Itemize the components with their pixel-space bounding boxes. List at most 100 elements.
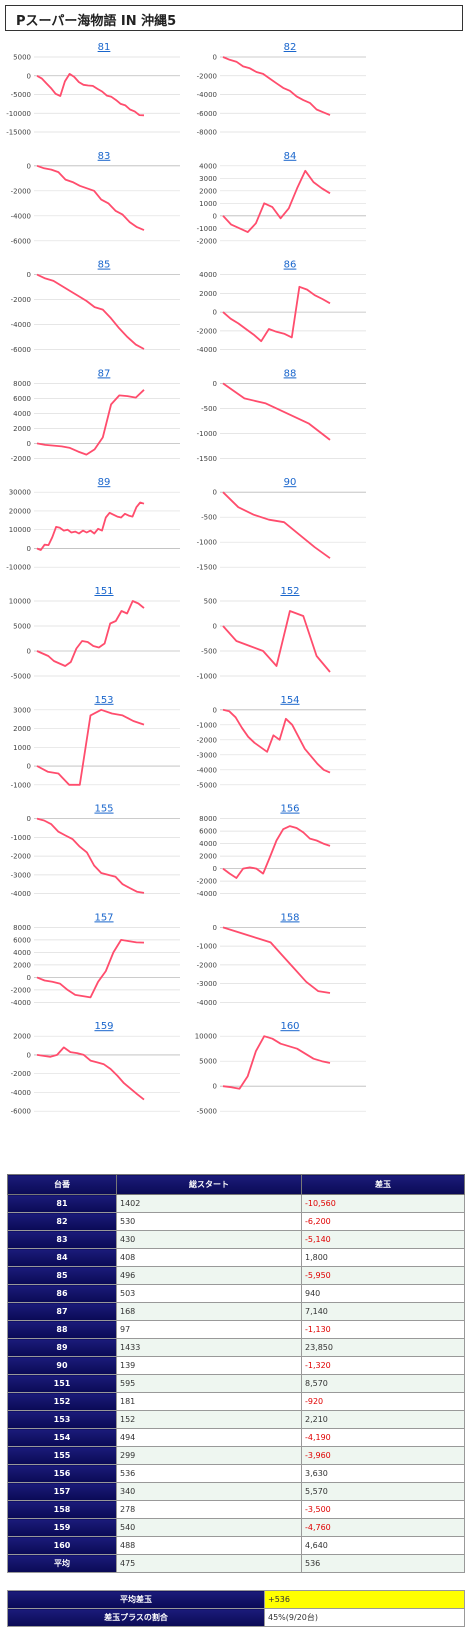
chart-title[interactable]: 88 bbox=[284, 368, 297, 379]
y-tick-label: 10000 bbox=[9, 526, 31, 534]
chart-title[interactable]: 158 bbox=[280, 912, 299, 923]
y-tick-label: 0 bbox=[213, 706, 217, 714]
y-tick-label: -3000 bbox=[197, 751, 217, 759]
y-tick-label: -5000 bbox=[197, 1108, 217, 1116]
cell-difference: 536 bbox=[300, 1554, 466, 1573]
chart-152: 152 500 0 -500 -1000 bbox=[197, 586, 366, 681]
y-tick-label: -3000 bbox=[197, 980, 217, 988]
y-tick-label: -5000 bbox=[197, 781, 217, 789]
y-tick-label: -4000 bbox=[197, 999, 217, 1007]
series-line bbox=[36, 273, 145, 350]
cell-machine-number: 154 bbox=[7, 1428, 117, 1447]
chart-title[interactable]: 151 bbox=[94, 586, 113, 597]
y-tick-label: 5000 bbox=[13, 54, 31, 62]
chart-title[interactable]: 154 bbox=[280, 695, 299, 706]
y-tick-label: 0 bbox=[213, 924, 217, 932]
cell-difference: -4,760 bbox=[300, 1518, 466, 1537]
chart-157: 157 8000 6000 4000 2000 0 -2000 -4000 bbox=[11, 912, 180, 1007]
series-line bbox=[222, 610, 331, 673]
chart-title[interactable]: 84 bbox=[284, 151, 297, 162]
chart-title[interactable]: 85 bbox=[98, 260, 111, 271]
chart-title[interactable]: 157 bbox=[94, 912, 113, 923]
y-tick-label: -2000 bbox=[11, 853, 31, 861]
cell-difference: 23,850 bbox=[300, 1338, 466, 1357]
chart-title[interactable]: 159 bbox=[94, 1021, 113, 1032]
avg-diff-value: +536 bbox=[264, 1590, 465, 1609]
table-row: 155 299 -3,960 bbox=[7, 1446, 466, 1465]
chart-84: 84 4000 3000 2000 1000 0 -1000 -2000 bbox=[197, 151, 366, 245]
y-tick-label: -10000 bbox=[6, 110, 31, 118]
y-tick-label: -500 bbox=[201, 648, 217, 656]
y-tick-label: -1000 bbox=[197, 225, 217, 233]
cell-difference: -6,200 bbox=[300, 1212, 466, 1231]
y-tick-label: 0 bbox=[213, 489, 217, 497]
chart-156: 156 8000 6000 4000 2000 0 -2000 -4000 bbox=[197, 804, 366, 898]
table-row: 154 494 -4,190 bbox=[7, 1428, 466, 1447]
series-line bbox=[36, 1046, 145, 1101]
cell-total-start: 168 bbox=[116, 1302, 302, 1321]
chart-title[interactable]: 90 bbox=[284, 477, 297, 488]
table-row: 157 340 5,570 bbox=[7, 1482, 466, 1501]
y-tick-label: 0 bbox=[213, 212, 217, 220]
chart-title[interactable]: 156 bbox=[280, 804, 299, 815]
plus-ratio-label: 差玉プラスの割合 bbox=[7, 1608, 265, 1627]
table-row: 平均 475 536 bbox=[7, 1554, 466, 1573]
y-tick-label: 8000 bbox=[13, 380, 31, 388]
chart-title[interactable]: 87 bbox=[98, 368, 111, 379]
cell-difference: -1,130 bbox=[300, 1320, 466, 1339]
cell-machine-number: 83 bbox=[7, 1230, 117, 1249]
y-tick-label: 0 bbox=[27, 763, 31, 771]
cell-machine-number: 89 bbox=[7, 1338, 117, 1357]
table-row: 84 408 1,800 bbox=[7, 1248, 466, 1267]
chart-85: 85 0 -2000 -4000 -6000 bbox=[11, 260, 180, 354]
y-tick-label: -1000 bbox=[197, 673, 217, 681]
y-tick-label: -4000 bbox=[11, 212, 31, 220]
y-tick-label: 5000 bbox=[199, 1058, 217, 1066]
y-tick-label: 3000 bbox=[13, 706, 31, 714]
cell-total-start: 488 bbox=[116, 1536, 302, 1555]
summary-row-plus-ratio: 差玉プラスの割合 45%(9/20台) bbox=[7, 1608, 465, 1627]
cell-difference: -1,320 bbox=[300, 1356, 466, 1375]
header-machine-number: 台番 bbox=[7, 1174, 117, 1195]
chart-81: 81 5000 0 -5000 -10000 -15000 bbox=[6, 42, 180, 137]
chart-title[interactable]: 82 bbox=[284, 42, 297, 53]
table-row: 86 503 940 bbox=[7, 1284, 466, 1303]
y-tick-label: -4000 bbox=[11, 890, 31, 898]
y-tick-label: -1500 bbox=[197, 455, 217, 463]
chart-87: 87 8000 6000 4000 2000 0 -2000 bbox=[11, 368, 180, 463]
chart-title[interactable]: 153 bbox=[94, 695, 113, 706]
cell-machine-number: 88 bbox=[7, 1320, 117, 1339]
cell-machine-number: 157 bbox=[7, 1482, 117, 1501]
chart-title[interactable]: 152 bbox=[280, 586, 299, 597]
y-tick-label: -6000 bbox=[11, 237, 31, 245]
y-tick-label: -2000 bbox=[197, 237, 217, 245]
y-tick-label: -500 bbox=[201, 514, 217, 522]
chart-153: 153 3000 2000 1000 0 -1000 bbox=[11, 695, 180, 789]
chart-title[interactable]: 86 bbox=[284, 260, 297, 271]
y-tick-label: 6000 bbox=[13, 936, 31, 944]
y-tick-label: -1500 bbox=[197, 564, 217, 572]
y-tick-label: -8000 bbox=[197, 129, 217, 137]
cell-difference: -920 bbox=[300, 1392, 466, 1411]
cell-total-start: 97 bbox=[116, 1320, 302, 1339]
chart-title[interactable]: 83 bbox=[98, 151, 111, 162]
avg-diff-label: 平均差玉 bbox=[7, 1590, 265, 1609]
y-tick-label: 3000 bbox=[199, 175, 217, 183]
cell-difference: -5,140 bbox=[300, 1230, 466, 1249]
cell-total-start: 299 bbox=[116, 1446, 302, 1465]
cell-total-start: 152 bbox=[116, 1410, 302, 1429]
cell-machine-number: 159 bbox=[7, 1518, 117, 1537]
cell-machine-number: 152 bbox=[7, 1392, 117, 1411]
chart-title[interactable]: 81 bbox=[98, 42, 111, 53]
y-tick-label: 0 bbox=[27, 974, 31, 982]
chart-title[interactable]: 160 bbox=[280, 1021, 299, 1032]
chart-title[interactable]: 89 bbox=[98, 477, 111, 488]
series-line bbox=[222, 56, 331, 116]
chart-title[interactable]: 155 bbox=[94, 804, 113, 815]
y-tick-label: 4000 bbox=[13, 949, 31, 957]
y-tick-label: 2000 bbox=[13, 725, 31, 733]
cell-machine-number: 85 bbox=[7, 1266, 117, 1285]
y-tick-label: -4000 bbox=[197, 91, 217, 99]
series-line bbox=[36, 73, 145, 117]
table-row: 90 139 -1,320 bbox=[7, 1356, 466, 1375]
